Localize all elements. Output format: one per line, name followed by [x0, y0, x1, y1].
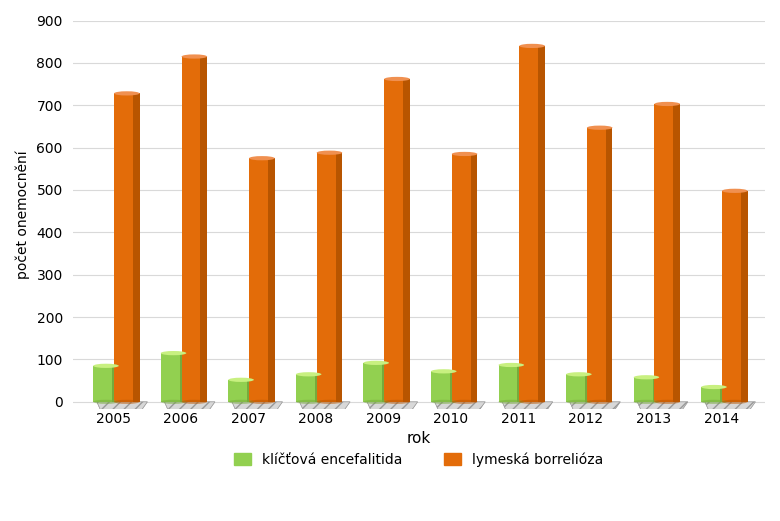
Bar [673, 104, 680, 402]
Ellipse shape [431, 400, 456, 404]
Bar [517, 365, 524, 402]
Ellipse shape [519, 400, 545, 404]
Ellipse shape [633, 400, 659, 404]
Ellipse shape [587, 126, 612, 130]
Bar [566, 374, 585, 402]
Ellipse shape [182, 400, 207, 404]
Bar [585, 374, 592, 402]
Bar [114, 93, 133, 402]
Bar [722, 191, 741, 402]
Ellipse shape [317, 400, 342, 404]
Ellipse shape [498, 400, 524, 404]
Ellipse shape [161, 400, 186, 404]
Ellipse shape [182, 54, 207, 59]
Bar [519, 46, 538, 402]
Ellipse shape [633, 375, 659, 379]
Ellipse shape [722, 189, 747, 193]
Bar [653, 377, 659, 402]
Bar [470, 154, 477, 402]
Bar [200, 56, 207, 402]
Bar [315, 374, 321, 402]
Ellipse shape [701, 400, 727, 404]
Ellipse shape [654, 102, 680, 106]
Bar [498, 365, 517, 402]
Bar [654, 104, 673, 402]
Bar [182, 56, 200, 402]
Ellipse shape [296, 400, 321, 404]
Bar [701, 387, 720, 402]
Ellipse shape [654, 400, 680, 404]
Legend: klíčťová encefalitida, lymeská borrelióza: klíčťová encefalitida, lymeská borrelióz… [229, 447, 608, 473]
Polygon shape [367, 402, 417, 410]
Bar [268, 158, 275, 402]
Bar [296, 374, 315, 402]
Bar [179, 353, 186, 402]
Bar [452, 154, 470, 402]
Bar [133, 93, 140, 402]
Bar [720, 387, 727, 402]
Polygon shape [165, 402, 215, 410]
Bar [317, 153, 335, 402]
Ellipse shape [94, 400, 119, 404]
Bar [633, 377, 653, 402]
Ellipse shape [519, 44, 545, 48]
Bar [382, 363, 389, 402]
Bar [587, 128, 606, 402]
Polygon shape [434, 402, 485, 410]
Bar [431, 371, 450, 402]
Ellipse shape [722, 400, 747, 404]
Ellipse shape [94, 364, 119, 368]
Ellipse shape [566, 372, 592, 377]
Ellipse shape [587, 400, 612, 404]
Polygon shape [97, 402, 147, 410]
Bar [335, 153, 342, 402]
Bar [161, 353, 179, 402]
Bar [538, 46, 545, 402]
Bar [94, 366, 112, 402]
Bar [606, 128, 612, 402]
Bar [385, 79, 403, 402]
Ellipse shape [452, 400, 477, 404]
Bar [249, 158, 268, 402]
Ellipse shape [452, 152, 477, 156]
Bar [112, 366, 119, 402]
Ellipse shape [385, 77, 410, 81]
Bar [247, 380, 254, 402]
Polygon shape [232, 402, 282, 410]
Polygon shape [705, 402, 755, 410]
Polygon shape [637, 402, 688, 410]
Ellipse shape [296, 372, 321, 377]
Polygon shape [300, 402, 350, 410]
Bar [229, 380, 247, 402]
Ellipse shape [229, 378, 254, 382]
X-axis label: rok: rok [406, 431, 431, 446]
Ellipse shape [498, 363, 524, 367]
Ellipse shape [566, 400, 592, 404]
Ellipse shape [317, 151, 342, 155]
Ellipse shape [114, 91, 140, 95]
Polygon shape [502, 402, 553, 410]
Y-axis label: počet onemocnění: počet onemocnění [15, 151, 30, 279]
Ellipse shape [249, 156, 275, 160]
Ellipse shape [249, 400, 275, 404]
Bar [403, 79, 410, 402]
Bar [741, 191, 747, 402]
Ellipse shape [363, 361, 389, 365]
Ellipse shape [701, 385, 727, 389]
Ellipse shape [431, 369, 456, 374]
Ellipse shape [363, 400, 389, 404]
Bar [450, 371, 456, 402]
Ellipse shape [229, 400, 254, 404]
Bar [363, 363, 382, 402]
Polygon shape [569, 402, 620, 410]
Ellipse shape [114, 400, 140, 404]
Ellipse shape [161, 351, 186, 355]
Ellipse shape [385, 400, 410, 404]
